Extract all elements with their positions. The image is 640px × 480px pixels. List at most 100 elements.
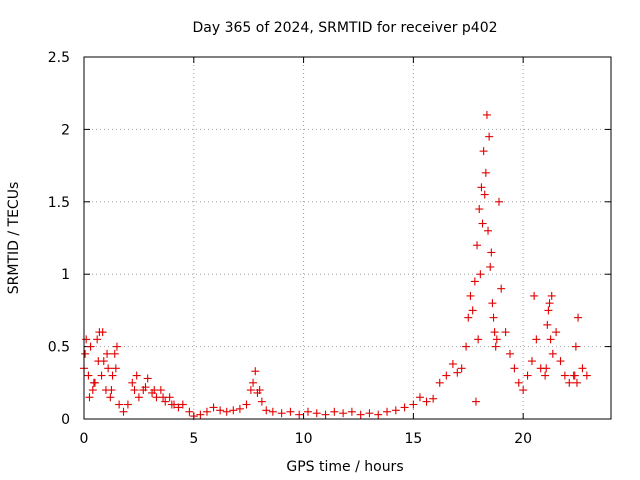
x-tick-label: 5 [189,431,198,447]
data-point [97,371,106,380]
data-point [548,349,557,358]
data-point [578,364,587,373]
data-point [492,335,501,344]
data-point [474,335,483,344]
data-point [488,299,497,308]
data-point [268,407,277,416]
data-points [80,110,591,421]
axis-ticks: 0 5 10 15 20 0 0.5 1 1.5 2 2.5 [48,50,611,447]
x-tick-label: 10 [295,431,313,447]
data-point [485,132,494,141]
data-point [510,364,519,373]
data-point [303,407,312,416]
data-point [89,378,98,387]
y-tick-label: 1 [61,267,70,283]
data-point [497,284,506,293]
x-tick-label: 0 [80,431,89,447]
data-point [471,397,480,406]
data-point [115,400,124,409]
data-point [143,374,152,383]
data-point [435,378,444,387]
data-point [196,410,205,419]
data-point [530,291,539,300]
data-point [532,335,541,344]
data-point [98,328,107,337]
data-point [222,407,231,416]
data-point [246,386,255,395]
data-point [480,190,489,199]
data-point [491,342,500,351]
data-point [400,403,409,412]
data-point [119,407,128,416]
data-point [374,410,383,419]
data-point [339,409,348,418]
data-point [415,393,424,402]
data-point [93,335,102,344]
data-point [321,410,330,419]
data-point [82,335,91,344]
data-point [571,342,580,351]
data-point [81,349,90,358]
data-point [486,262,495,271]
data-point [123,400,132,409]
data-point [570,371,579,380]
data-point [519,386,528,395]
data-point [110,349,119,358]
data-point [347,407,356,416]
x-tick-label: 20 [514,431,532,447]
data-point [541,371,550,380]
data-point [130,386,139,395]
data-point [312,409,321,418]
data-point [466,291,475,300]
data-point [545,299,554,308]
data-point [249,378,258,387]
data-point [476,270,485,279]
data-point [86,342,95,351]
data-point [150,386,159,395]
data-point [286,407,295,416]
data-point [490,328,499,337]
data-point [330,407,339,416]
data-point [262,406,271,415]
data-point [464,313,473,322]
data-point [277,409,286,418]
data-point [556,357,565,366]
data-point [174,403,183,412]
data-point [106,393,115,402]
data-point [473,241,482,250]
y-tick-label: 2.5 [48,50,70,66]
data-point [501,328,510,337]
data-point [475,205,484,214]
data-point [104,364,113,373]
data-point [547,291,556,300]
data-point [132,371,141,380]
x-axis-label: GPS time / hours [286,459,403,475]
y-tick-label: 1.5 [48,195,70,211]
data-point [552,328,561,337]
data-point [477,183,486,192]
data-point [560,371,569,380]
data-point [229,406,238,415]
data-point [462,342,471,351]
data-point [209,403,218,412]
data-point [523,371,532,380]
data-point [495,197,504,206]
data-point [111,364,120,373]
plot-frame [83,56,612,420]
data-point [94,357,103,366]
data-point [257,397,266,406]
data-point [565,378,574,387]
data-point [448,359,457,368]
data-point [107,386,116,395]
data-point [484,226,493,235]
data-point [128,378,137,387]
data-point [409,400,418,409]
data-point [453,368,462,377]
chart-title: Day 365 of 2024, SRMTID for receiver p40… [192,20,497,36]
data-point [108,371,117,380]
data-point [582,371,591,380]
data-point [88,386,97,395]
data-point [255,386,264,395]
data-point [295,410,304,419]
